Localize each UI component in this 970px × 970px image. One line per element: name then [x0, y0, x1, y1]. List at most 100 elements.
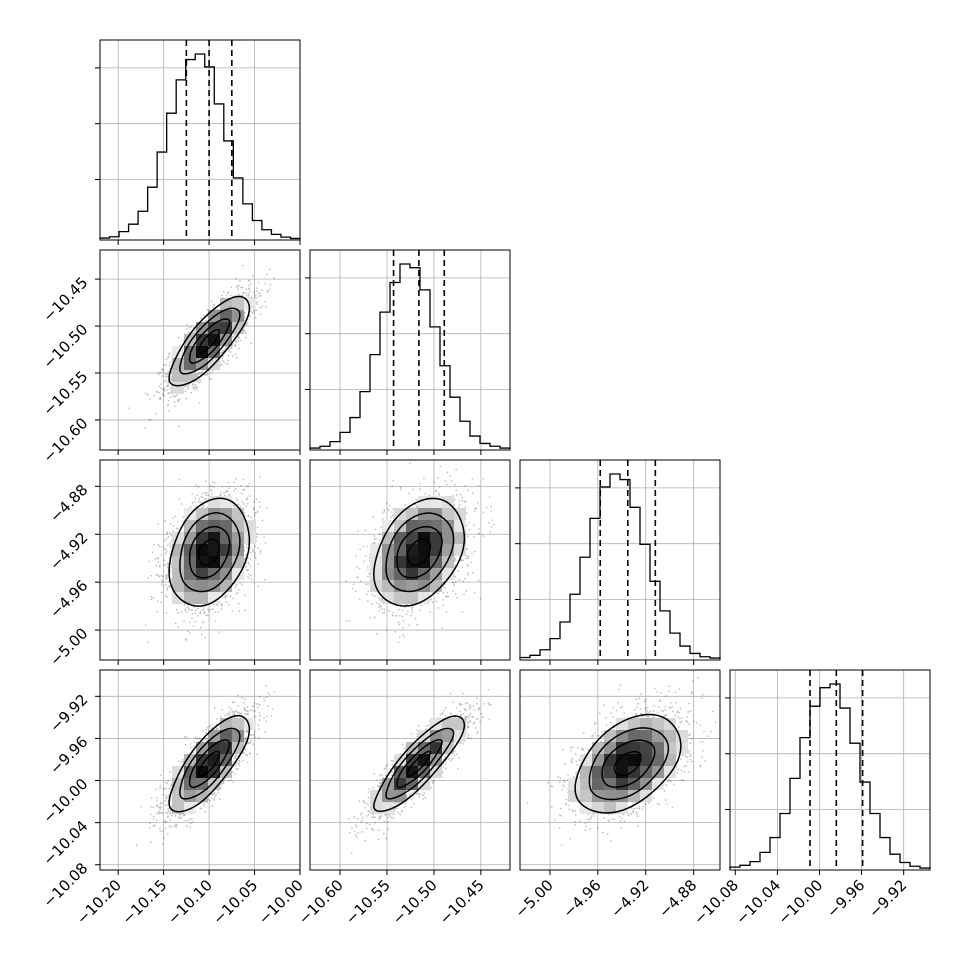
density-cell — [454, 508, 466, 520]
x-tick-label: −10.04 — [732, 876, 784, 928]
contour-0 — [198, 538, 220, 566]
x-tick-label: −9.92 — [865, 876, 910, 921]
panel-hist-p4 — [725, 669, 931, 875]
panel-content — [310, 670, 510, 870]
density-cell — [394, 556, 406, 568]
density-cell — [580, 790, 592, 802]
density-cell — [208, 322, 220, 334]
density-cell — [370, 568, 382, 580]
density-cell — [628, 718, 640, 730]
density-cell — [394, 592, 406, 604]
y-tick-label: −4.88 — [46, 481, 91, 526]
density-cell — [208, 544, 220, 556]
density-cell — [196, 754, 208, 766]
density-cell — [430, 754, 442, 766]
contour-3 — [168, 295, 251, 387]
panel-hist-p3 — [515, 459, 721, 665]
contour-3 — [574, 713, 682, 814]
panel-frame — [519, 669, 721, 871]
contour-2 — [179, 307, 241, 375]
density-cell — [184, 580, 196, 592]
y-tick-label: −10.60 — [39, 414, 91, 466]
contour-3 — [373, 715, 466, 813]
density-cell — [640, 754, 652, 766]
density-cell — [232, 520, 244, 532]
density-cell — [442, 508, 454, 520]
density-cell — [664, 730, 676, 742]
density-cell — [172, 370, 184, 382]
contour-1 — [188, 525, 231, 579]
density-cell — [640, 742, 652, 754]
density-cell — [220, 730, 232, 742]
density-cell — [184, 346, 196, 358]
panel-hist-p2 — [305, 249, 511, 455]
panel-frame — [309, 459, 511, 661]
panel-frame — [99, 249, 301, 451]
density-cell — [406, 520, 418, 532]
density-cell — [616, 742, 628, 754]
density-cell — [430, 568, 442, 580]
panel-content — [100, 250, 300, 450]
density-cell — [604, 802, 616, 814]
scatter-samples — [345, 462, 495, 644]
contour-1 — [188, 739, 231, 789]
contour-1 — [601, 739, 656, 788]
density-cell — [616, 754, 628, 766]
x-tick-label: −10.55 — [342, 876, 394, 928]
density-cell — [196, 556, 208, 568]
density-cell — [382, 592, 394, 604]
density-cell — [208, 754, 220, 766]
y-tick-label: −10.00 — [39, 775, 91, 827]
density-cell — [418, 544, 430, 556]
density-cell — [676, 742, 688, 754]
panel-frame — [309, 249, 511, 451]
density-cell — [418, 754, 430, 766]
density-cell — [196, 580, 208, 592]
density-cell — [628, 754, 640, 766]
panel-2d-p1-p3 — [95, 459, 301, 665]
density-cell — [232, 532, 244, 544]
panel-2d-p1-p2 — [95, 249, 301, 455]
density-cell — [232, 556, 244, 568]
density-cell — [418, 592, 430, 604]
density-cell — [628, 742, 640, 754]
density-cell — [628, 766, 640, 778]
density-cell — [430, 520, 442, 532]
panel-2d-p2-p3 — [309, 459, 511, 665]
density-cell — [568, 778, 580, 790]
density-cell — [172, 556, 184, 568]
x-tick-label: −10.50 — [389, 876, 441, 928]
panel-2d-p1-p4 — [95, 669, 301, 875]
density-cell — [616, 790, 628, 802]
contour-1 — [396, 739, 443, 789]
y-tick-label: −9.92 — [46, 691, 91, 736]
density-cell — [220, 520, 232, 532]
density-cell — [184, 802, 196, 814]
contour-1 — [396, 525, 443, 579]
density-cell — [640, 730, 652, 742]
density-cell — [208, 346, 220, 358]
density-cell — [232, 544, 244, 556]
x-tick-label: −10.60 — [295, 876, 347, 928]
density-cell — [430, 730, 442, 742]
density-cell — [442, 568, 454, 580]
density-cell — [406, 754, 418, 766]
density-cell — [652, 754, 664, 766]
density-cell — [370, 802, 382, 814]
x-tick-label: −10.45 — [436, 876, 488, 928]
y-tick-label: −10.45 — [39, 273, 91, 325]
x-tick-label: −4.96 — [559, 876, 604, 921]
density-cell — [220, 754, 232, 766]
density-cell — [652, 718, 664, 730]
density-cell — [382, 568, 394, 580]
density-cell — [628, 730, 640, 742]
density-cell — [442, 730, 454, 742]
contour-3 — [168, 497, 251, 607]
density-cell — [172, 580, 184, 592]
panel-content — [100, 460, 300, 660]
y-tick-label: −4.96 — [46, 576, 91, 621]
density-cell — [184, 754, 196, 766]
density-cell — [604, 742, 616, 754]
density-cell — [184, 520, 196, 532]
